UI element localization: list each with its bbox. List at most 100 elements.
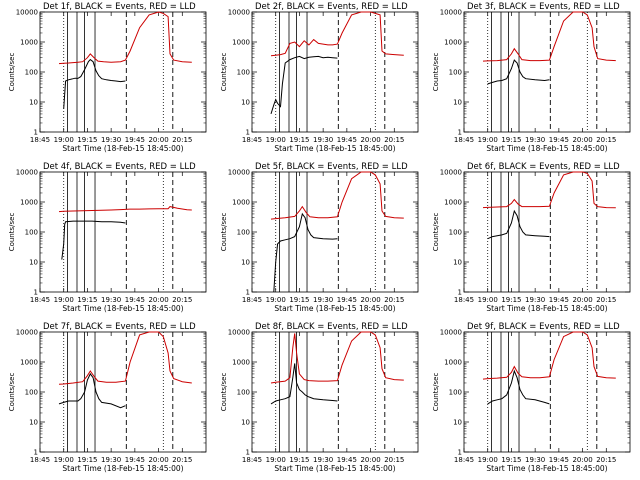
y-tick-label: 1 [458, 289, 462, 297]
events-series-line [270, 55, 338, 115]
lld-series-line [58, 11, 192, 65]
x-tick-label: 18:45 [454, 296, 474, 304]
y-tick-label: 10000 [440, 169, 462, 177]
events-series-line [487, 59, 550, 85]
x-tick-label: 18:45 [242, 456, 262, 464]
y-tick-label: 10000 [228, 169, 250, 177]
x-tick-label: 20:00 [148, 136, 168, 144]
y-tick-label: 1 [458, 449, 462, 457]
y-axis-label: Counts/sec [220, 373, 228, 412]
chart-panel: Det 2f, BLACK = Events, RED = LLD 1 10 100 1… [220, 2, 419, 153]
y-tick-label: 10 [29, 99, 38, 107]
y-tick-label: 1000 [232, 199, 250, 207]
y-tick-label: 10000 [228, 9, 250, 17]
x-tick-label: 19:15 [501, 456, 521, 464]
x-tick-label: 20:15 [596, 296, 616, 304]
chart-panel: Det 5f, BLACK = Events, RED = LLD 1 10 100 1… [220, 162, 419, 313]
x-axis-label: Start Time (18-Feb-15 18:45:00) [486, 304, 607, 313]
y-tick-label: 10 [241, 99, 250, 107]
chart-title: Det 4f, BLACK = Events, RED = LLD [43, 162, 196, 172]
chart-panel: Det 8f, BLACK = Events, RED = LLD 1 10 100 1… [220, 322, 419, 473]
x-axis-label: Start Time (18-Feb-15 18:45:00) [486, 144, 607, 153]
x-tick-label: 19:15 [501, 136, 521, 144]
y-tick-label: 1 [458, 129, 462, 137]
x-tick-label: 19:45 [337, 456, 357, 464]
x-tick-label: 18:45 [242, 136, 262, 144]
x-tick-label: 20:15 [384, 456, 404, 464]
x-tick-label: 20:00 [148, 296, 168, 304]
x-tick-label: 20:15 [172, 136, 192, 144]
y-tick-label: 1000 [232, 359, 250, 367]
lld-series-line [482, 331, 616, 380]
x-tick-label: 19:15 [501, 296, 521, 304]
events-series-line [63, 58, 126, 109]
x-tick-label: 20:15 [384, 136, 404, 144]
y-axis-label: Counts/sec [432, 53, 440, 92]
y-tick-label: 100 [25, 229, 38, 237]
plot-frame [39, 11, 207, 133]
y-tick-label: 10 [29, 419, 38, 427]
chart-title: Det 6f, BLACK = Events, RED = LLD [467, 162, 620, 172]
events-series-line [61, 220, 126, 260]
x-tick-label: 19:00 [54, 296, 74, 304]
chart-panel: Det 7f, BLACK = Events, RED = LLD 1 10 100 1… [8, 322, 207, 473]
x-tick-label: 19:30 [101, 136, 121, 144]
events-series-line [273, 212, 338, 293]
x-tick-label: 20:00 [148, 456, 168, 464]
y-axis-label: Counts/sec [432, 213, 440, 252]
events-series-line [270, 363, 338, 405]
events-series-line [58, 372, 126, 409]
x-axis-label: Start Time (18-Feb-15 18:45:00) [274, 464, 395, 473]
x-tick-label: 19:15 [289, 456, 309, 464]
x-tick-label: 19:00 [478, 136, 498, 144]
y-tick-label: 100 [237, 69, 250, 77]
x-tick-label: 19:15 [77, 456, 97, 464]
y-tick-label: 10000 [228, 329, 250, 337]
y-tick-label: 100 [237, 229, 250, 237]
x-tick-label: 19:00 [266, 456, 286, 464]
x-tick-label: 19:00 [54, 136, 74, 144]
y-tick-label: 10 [241, 419, 250, 427]
x-tick-label: 19:00 [54, 456, 74, 464]
plot-frame [463, 331, 631, 453]
plot-frame [251, 11, 419, 133]
x-tick-label: 19:30 [525, 136, 545, 144]
chart-panel: Det 1f, BLACK = Events, RED = LLD 1 10 100 1… [8, 2, 207, 153]
chart-panel: Det 4f, BLACK = Events, RED = LLD 1 10 100 1… [8, 162, 207, 313]
plot-frame [39, 171, 207, 293]
lld-series-line [58, 331, 192, 385]
x-tick-label: 19:15 [77, 296, 97, 304]
x-tick-label: 19:45 [549, 136, 569, 144]
x-tick-label: 19:45 [125, 136, 145, 144]
y-tick-label: 1 [34, 129, 38, 137]
x-tick-label: 18:45 [242, 296, 262, 304]
x-tick-label: 19:45 [337, 296, 357, 304]
x-tick-label: 19:00 [478, 456, 498, 464]
y-tick-label: 1000 [232, 39, 250, 47]
lld-series-line [58, 206, 192, 213]
x-tick-label: 19:30 [313, 136, 333, 144]
x-tick-label: 18:45 [30, 136, 50, 144]
y-tick-label: 1000 [444, 39, 462, 47]
chart-title: Det 7f, BLACK = Events, RED = LLD [43, 322, 196, 332]
chart-title: Det 5f, BLACK = Events, RED = LLD [255, 162, 408, 172]
events-series-line [487, 209, 550, 240]
y-tick-label: 10000 [440, 9, 462, 17]
lld-series-line [270, 11, 404, 57]
y-tick-label: 100 [25, 389, 38, 397]
x-tick-label: 19:45 [549, 296, 569, 304]
y-tick-label: 1000 [20, 199, 38, 207]
y-tick-label: 10 [453, 419, 462, 427]
x-tick-label: 19:00 [266, 136, 286, 144]
lld-series-line [482, 11, 616, 62]
y-axis-label: Counts/sec [220, 53, 228, 92]
chart-title: Det 3f, BLACK = Events, RED = LLD [467, 2, 620, 12]
chart-title: Det 2f, BLACK = Events, RED = LLD [255, 2, 408, 12]
x-axis-label: Start Time (18-Feb-15 18:45:00) [274, 144, 395, 153]
y-tick-label: 1000 [444, 199, 462, 207]
y-tick-label: 1000 [20, 359, 38, 367]
x-tick-label: 19:15 [289, 136, 309, 144]
y-tick-label: 100 [25, 69, 38, 77]
y-tick-label: 100 [449, 389, 462, 397]
x-tick-label: 19:00 [266, 296, 286, 304]
